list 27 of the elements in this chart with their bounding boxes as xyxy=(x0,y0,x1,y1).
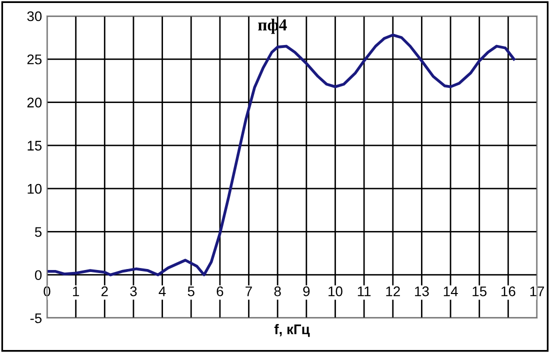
x-tick-label: 1 xyxy=(73,286,80,296)
x-tick-label: 16 xyxy=(502,286,516,296)
x-tick-label: 7 xyxy=(246,286,252,296)
x-tick-label: 17 xyxy=(530,286,544,296)
x-tick-label: 15 xyxy=(472,286,486,296)
x-tick-label: 10 xyxy=(328,286,342,296)
x-tick-label: 2 xyxy=(101,286,108,296)
x-tick-label: 9 xyxy=(303,286,310,296)
line-series xyxy=(47,34,516,276)
x-tick-label: 12 xyxy=(386,286,400,296)
y-tick-label: -5 xyxy=(30,313,42,324)
x-tick-label: 5 xyxy=(188,286,194,296)
x-tick-label: 6 xyxy=(216,286,224,296)
y-tick-label: 30 xyxy=(27,11,42,22)
x-tick-label: 14 xyxy=(444,286,458,296)
x-tick-label: 4 xyxy=(158,286,166,296)
y-tick-label: 10 xyxy=(28,184,42,194)
y-tick-label: 15 xyxy=(28,140,42,151)
y-tick-label: 5 xyxy=(34,227,42,237)
x-tick-label: 8 xyxy=(274,286,281,296)
y-tick-label: 0 xyxy=(34,270,42,280)
x-tick-label: 13 xyxy=(415,286,429,296)
x-axis-title: f, кГц xyxy=(274,324,310,337)
x-tick-label: 3 xyxy=(130,286,137,296)
y-tick-label: 20 xyxy=(27,98,42,108)
x-tick-label: 11 xyxy=(358,286,371,296)
y-tick-label: 25 xyxy=(27,54,42,64)
